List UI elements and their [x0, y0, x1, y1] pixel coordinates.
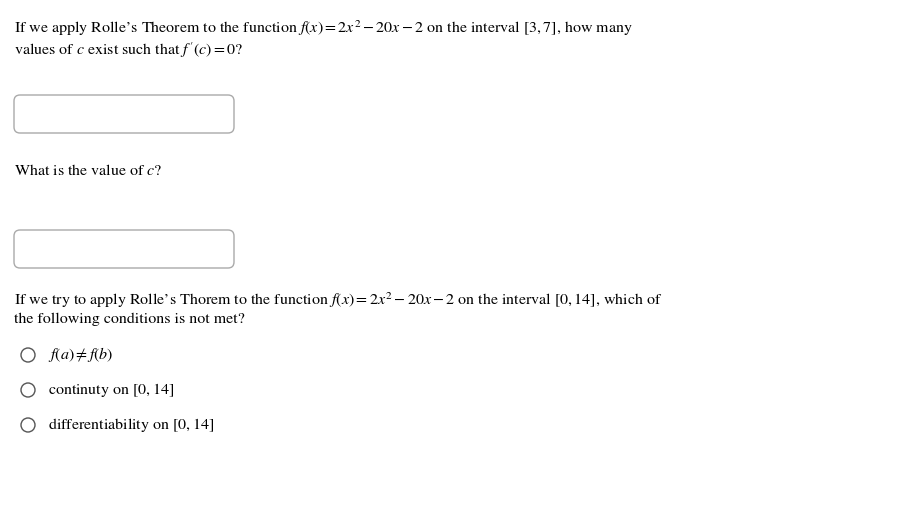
Text: continuty on $[0, 14]$: continuty on $[0, 14]$ [48, 381, 174, 399]
Ellipse shape [21, 418, 35, 432]
FancyBboxPatch shape [14, 230, 234, 268]
Text: $f(a) \neq f(b)$: $f(a) \neq f(b)$ [48, 346, 113, 364]
Text: differentiability on $[0, 14]$: differentiability on $[0, 14]$ [48, 416, 214, 434]
Text: the following conditions is not met?: the following conditions is not met? [14, 313, 245, 327]
Ellipse shape [21, 348, 35, 362]
Text: If we try to apply Rolle’s Thorem to the function $f(x) = 2x^2 - 20x - 2$ on the: If we try to apply Rolle’s Thorem to the… [14, 290, 662, 310]
Text: If we apply Rolle’s Theorem to the function $f(x) = 2x^2 - 20x - 2$ on the inter: If we apply Rolle’s Theorem to the funct… [14, 18, 632, 38]
Text: What is the value of $c$?: What is the value of $c$? [14, 163, 162, 178]
FancyBboxPatch shape [14, 95, 234, 133]
Text: values of $c$ exist such that $f'(c) = 0$?: values of $c$ exist such that $f'(c) = 0… [14, 40, 243, 59]
Ellipse shape [21, 383, 35, 397]
